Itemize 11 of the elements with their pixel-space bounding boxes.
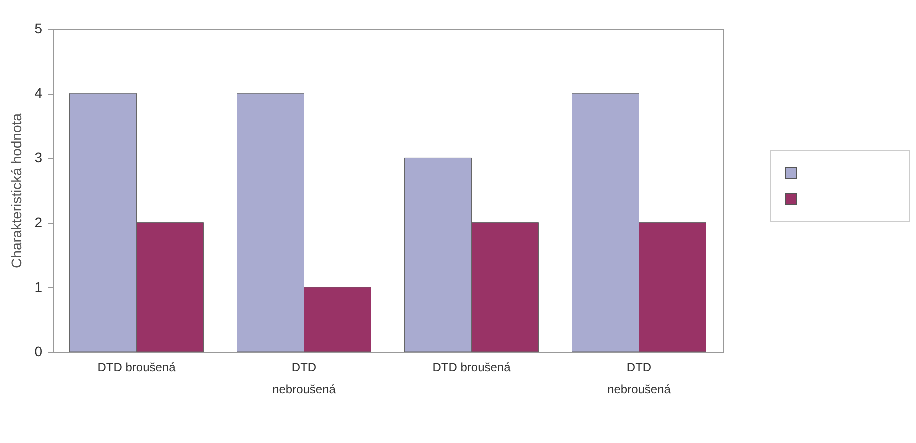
x-tick-label: DTD broušená <box>98 360 176 374</box>
x-tick-label: DTD nebroušená <box>272 360 336 396</box>
x-tick-label: DTD broušená <box>432 360 512 374</box>
y-axis-title: Charakteristická hodnota <box>8 113 25 268</box>
y-tick-label: 4 <box>34 85 43 102</box>
y-tick-label: 2 <box>34 214 43 230</box>
x-tick-label: DTD nebroušená <box>608 360 672 396</box>
y-tick-label: 0 <box>34 344 43 360</box>
y-tick-label: 5 <box>34 20 43 36</box>
y-tick-label: 3 <box>34 150 43 166</box>
y-tick-label: 1 <box>34 278 43 295</box>
